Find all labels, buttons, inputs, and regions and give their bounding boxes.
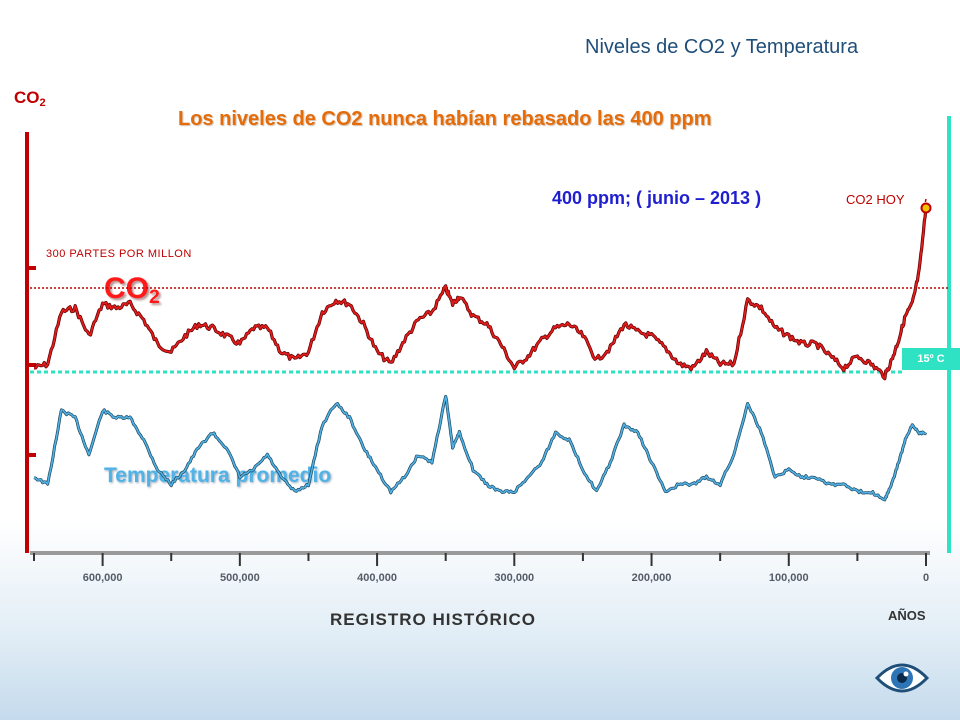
temperature-series-label: Temperatura promedio	[104, 464, 332, 487]
temperature-series-line-shadow	[33, 394, 928, 502]
co2-axis-label: CO2	[14, 88, 46, 109]
x-tick-label: 200,000	[631, 572, 672, 584]
x-tick-label: 600,000	[82, 572, 123, 584]
x-tick-label: 400,000	[357, 572, 397, 584]
reference-line-label: 300 PARTES POR MILLON	[46, 248, 192, 260]
x-axis-unit: AÑOS	[888, 608, 926, 623]
co2-series-line	[34, 207, 927, 380]
x-tick-label: 500,000	[219, 572, 260, 584]
temperature-series-line	[33, 395, 927, 501]
co2-series-line-shadow	[34, 207, 928, 381]
current-co2-annotation: 400 ppm; ( junio – 2013 )	[552, 188, 762, 208]
x-tick-label: 100,000	[768, 572, 809, 584]
x-tick-label: 300,000	[494, 572, 535, 584]
x-axis-title: REGISTRO HISTÓRICO	[330, 610, 536, 629]
x-tick-label: 0	[922, 572, 930, 584]
co2-today-label: CO2 HOY	[846, 192, 905, 207]
temperature-reference-badge: 15º C	[902, 348, 960, 370]
page-title: Niveles de CO2 y Temperatura	[585, 36, 859, 58]
eye-logo-icon	[874, 663, 930, 693]
chart-headline: Los niveles de CO2 nunca habían rebasado…	[178, 108, 712, 130]
co2-current-marker	[920, 202, 932, 214]
